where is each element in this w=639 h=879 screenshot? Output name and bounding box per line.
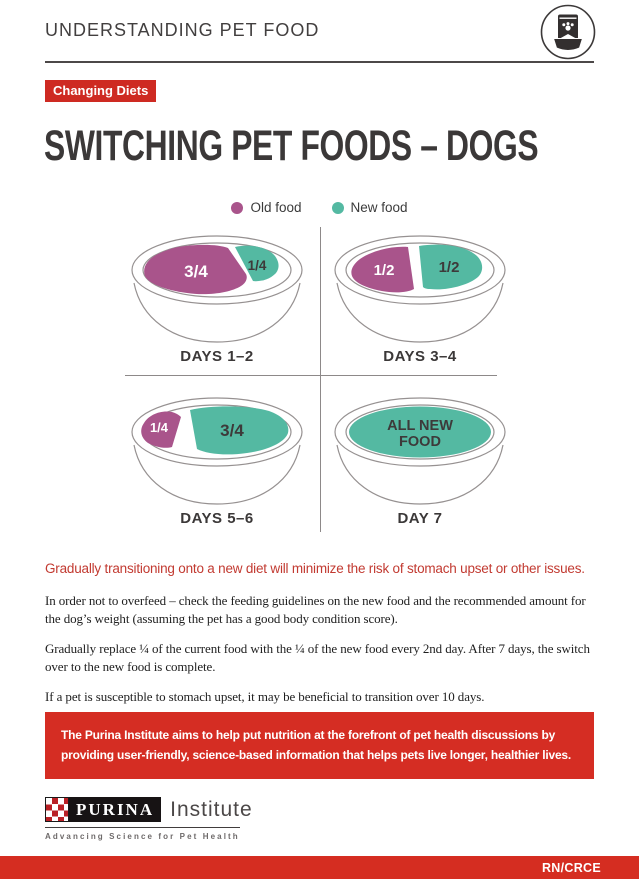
old-food-label: Old food (250, 200, 302, 215)
all-new-food-line2: FOOD (399, 434, 441, 450)
grid-divider-horizontal (125, 375, 497, 376)
bowl-days-5-6: 1/4 3/4 (122, 392, 312, 514)
purina-wordmark: PURINA (69, 797, 162, 822)
purina-institute-logo: PURINA Institute (45, 797, 253, 822)
purina-mission-banner: The Purina Institute aims to help put nu… (45, 712, 594, 779)
footer-code: RN/CRCE (541, 860, 601, 875)
grid-divider-vertical (320, 227, 321, 532)
logo-tagline: Advancing Science for Pet Health (45, 827, 240, 841)
legend-item-new-food: New food (331, 200, 408, 215)
legend: Old food New food (0, 200, 639, 215)
highlight-sentence: Gradually transitioning onto a new diet … (45, 561, 585, 576)
fraction-new: 1/4 (248, 258, 267, 273)
new-food-color-dot (331, 201, 344, 214)
bowl-day-7: ALL NEW FOOD (325, 392, 515, 514)
paragraph-overfeed: In order not to overfeed – check the fee… (45, 593, 586, 626)
legend-item-old-food: Old food (231, 200, 302, 215)
paragraph-susceptible: If a pet is susceptible to stomach upset… (45, 688, 485, 704)
label-days-3-4: DAYS 3–4 (383, 348, 457, 365)
body-text: In order not to overfeed – check the fee… (45, 592, 597, 718)
changing-diets-badge: Changing Diets (45, 80, 157, 102)
header-title: UNDERSTANDING PET FOOD (45, 20, 320, 40)
fraction-old: 1/2 (374, 262, 395, 279)
pet-food-bag-and-bowl-icon (539, 3, 597, 66)
new-food-label: New food (350, 200, 408, 215)
old-food-color-dot (231, 201, 244, 214)
bowl-days-1-2: 3/4 1/4 (122, 230, 312, 352)
fraction-new: 1/2 (439, 259, 460, 276)
label-days-5-6: DAYS 5–6 (180, 510, 254, 527)
all-new-food-line1: ALL NEW (387, 418, 453, 434)
header-divider (45, 61, 594, 63)
fraction-new: 3/4 (220, 421, 244, 440)
label-days-1-2: DAYS 1–2 (180, 348, 254, 365)
bowl-days-3-4: 1/2 1/2 (325, 230, 515, 352)
footer-bar: RN/CRCE (0, 856, 639, 879)
fraction-old: 1/4 (150, 420, 169, 435)
label-day-7: DAY 7 (397, 510, 443, 527)
purina-checkerboard-icon (45, 797, 69, 822)
page-title: SWITCHING PET FOODS – DOGS (44, 122, 539, 170)
fraction-old: 3/4 (184, 262, 208, 281)
paragraph-replace: Gradually replace ¼ of the current food … (45, 640, 590, 674)
institute-wordmark: Institute (170, 797, 253, 821)
